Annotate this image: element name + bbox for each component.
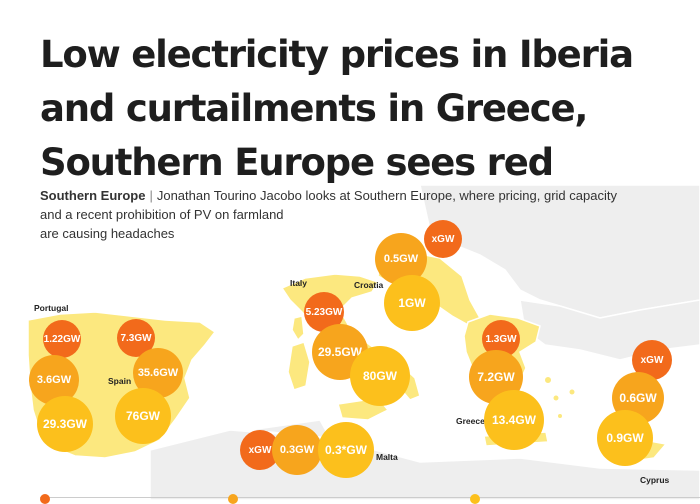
legend-divider: [40, 497, 700, 498]
bubble-portugal-a: 1.22GW: [43, 320, 81, 358]
corsica-shape: [291, 315, 305, 342]
bubble-cyprus-a: xGW: [632, 340, 672, 380]
bubble-portugal-c: 29.3GW: [37, 396, 93, 452]
country-label-croatia: Croatia: [354, 280, 384, 290]
bubble-greece-c: 13.4GW: [484, 390, 544, 450]
legend-dot-red: [40, 494, 50, 504]
separator: |: [149, 188, 153, 203]
legend-dot-yellow: [470, 494, 480, 504]
standfirst-line-1: Southern Europe | Jonathan Tourino Jacobo …: [40, 186, 660, 205]
standfirst: Southern Europe | Jonathan Tourino Jacobo …: [40, 186, 660, 243]
bubble-malta-a: xGW: [240, 430, 280, 470]
title-line-1: Low electricity prices in Iberia: [40, 33, 634, 76]
standfirst-text-1: Jonathan Tourino Jacobo looks at Souther…: [156, 188, 617, 203]
country-label-greece: Greece: [456, 416, 485, 426]
bubble-croatia-a: xGW: [424, 220, 462, 258]
sardinia-shape: [287, 341, 311, 391]
bubble-spain-c: 76GW: [115, 388, 171, 444]
bubble-malta-c: 0.3*GW: [318, 422, 374, 478]
title-line-2: and curtailments in Greece,: [40, 87, 588, 130]
bubble-italy-c: 80GW: [350, 346, 410, 406]
legend-dot-orange: [228, 494, 238, 504]
country-label-portugal: Portugal: [34, 303, 69, 313]
standfirst-line-3: are causing headaches: [40, 226, 175, 241]
section-label: Southern Europe: [40, 188, 146, 203]
country-label-malta: Malta: [376, 452, 398, 462]
standfirst-line-2: and a recent prohibition of PV on farmla…: [40, 207, 284, 222]
page-title: Low electricity prices in Iberia and cur…: [40, 28, 680, 190]
country-label-spain: Spain: [108, 376, 132, 386]
bubble-malta-b: 0.3GW: [272, 425, 322, 475]
country-label-cyprus: Cyprus: [640, 475, 670, 485]
country-label-italy: Italy: [290, 278, 308, 288]
bubble-cyprus-c: 0.9GW: [597, 410, 653, 466]
title-line-3: Southern Europe sees red: [40, 141, 554, 184]
bubble-croatia-c: 1GW: [384, 275, 440, 331]
